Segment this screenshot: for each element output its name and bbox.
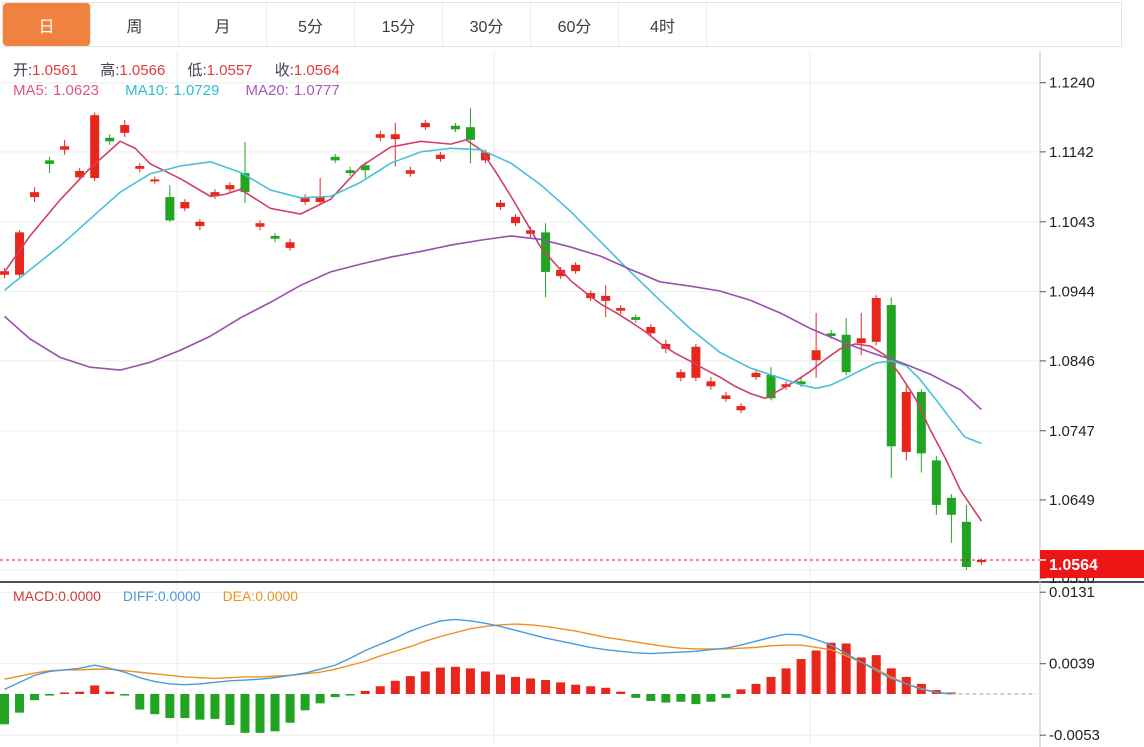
diff-value: 0.0000 — [157, 588, 201, 604]
candles — [0, 108, 986, 570]
svg-text:1.1142: 1.1142 — [1049, 144, 1094, 161]
ohlc-low-label: 低: — [187, 62, 207, 79]
tab-15min[interactable]: 15分 — [355, 3, 443, 46]
ohlc-high-value: 1.0566 — [119, 62, 166, 79]
ma10-value: 1.0729 — [173, 82, 220, 99]
tab-month[interactable]: 月 — [179, 3, 267, 46]
tab-day[interactable]: 日 — [3, 3, 91, 46]
ma10-line — [3, 147, 982, 445]
ma20-label: MA20: — [245, 82, 289, 99]
timeframe-tabbar: 日周月 5分 15分 30分 60分 4时 — [2, 2, 1122, 47]
svg-text:1.0747: 1.0747 — [1049, 423, 1095, 440]
tab-5min[interactable]: 5分 — [267, 3, 355, 46]
timeframe-tabs: 日周月 5分 15分 30分 60分 4时 — [3, 3, 707, 46]
ohlc-high-label: 高: — [100, 62, 120, 79]
macd-value: 0.0000 — [58, 588, 101, 604]
axes — [0, 51, 1144, 747]
ohlc-close-label: 收: — [274, 62, 294, 79]
tab-4hour[interactable]: 4时 — [619, 3, 707, 46]
gridlines — [0, 51, 1040, 745]
macd-histogram — [0, 642, 956, 733]
ma5-line — [3, 139, 983, 522]
ma10-label: MA10: — [125, 82, 169, 99]
axis-labels: 1.1240 1.1142 1.1043 1.0944 1.0846 1.0747 1.06… — [1040, 75, 1100, 744]
macd-lines — [4, 618, 1036, 695]
svg-text:1.0564: 1.0564 — [1049, 557, 1098, 574]
svg-text:1.1240: 1.1240 — [1049, 75, 1095, 92]
svg-text:1.1043: 1.1043 — [1049, 214, 1095, 231]
dea-value: 0.0000 — [255, 588, 299, 604]
ma5-value: 1.0623 — [53, 82, 99, 99]
ohlc-open-label: 开: — [13, 62, 33, 79]
ohlc-open-value: 1.0561 — [32, 62, 79, 79]
ma20-value: 1.0777 — [293, 82, 340, 99]
diff-label: DIFF: — [122, 588, 158, 604]
ma-legend: MA5: 1.0623 MA10: 1.0729 MA20: 1.0777 — [13, 82, 340, 99]
tabbar-empty-space — [707, 3, 1121, 46]
macd-legend: MACD:0.0000 DIFF:0.0000 DEA:0.0000 — [13, 588, 298, 604]
tab-30min[interactable]: 30分 — [443, 3, 531, 46]
ohlc-close-value: 1.0564 — [293, 62, 340, 79]
ohlc-low-value: 1.0557 — [206, 62, 253, 79]
dea-label: DEA: — [222, 588, 256, 604]
macd-label: MACD: — [13, 588, 59, 604]
svg-text:0.0131: 0.0131 — [1049, 584, 1095, 601]
svg-text:1.0944: 1.0944 — [1049, 284, 1095, 301]
svg-text:1.0846: 1.0846 — [1049, 353, 1095, 370]
ohlc-legend: 开:1.0561 高:1.0566 低:1.0557 收:1.0564 — [13, 59, 358, 80]
ma5-label: MA5: — [13, 82, 49, 99]
last-price-badge: 1.0564 — [1040, 550, 1144, 578]
svg-text:1.0649: 1.0649 — [1049, 492, 1095, 509]
tab-week[interactable]: 周 — [91, 3, 179, 46]
svg-text:-0.0053: -0.0053 — [1049, 727, 1100, 744]
ma-lines — [3, 139, 983, 522]
ma20-line — [3, 235, 982, 411]
tab-60min[interactable]: 60分 — [531, 3, 619, 46]
svg-text:0.0039: 0.0039 — [1049, 656, 1095, 673]
